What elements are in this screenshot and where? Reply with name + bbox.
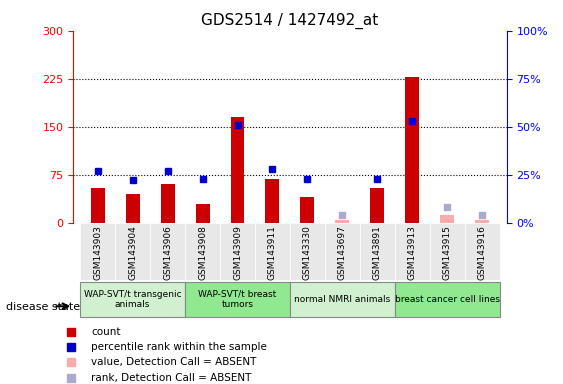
Text: value, Detection Call = ABSENT: value, Detection Call = ABSENT <box>91 358 256 367</box>
Bar <box>195 204 209 223</box>
Bar <box>290 282 395 317</box>
Text: GSM143908: GSM143908 <box>198 225 207 280</box>
Bar <box>440 215 454 223</box>
Bar <box>266 179 279 223</box>
Bar <box>325 223 360 280</box>
Bar <box>150 223 185 280</box>
Bar <box>430 223 464 280</box>
Bar <box>126 194 140 223</box>
Bar <box>395 282 500 317</box>
Bar <box>80 223 115 280</box>
Bar <box>405 77 419 223</box>
Bar <box>370 187 385 223</box>
Text: count: count <box>91 327 120 337</box>
Text: breast cancer cell lines: breast cancer cell lines <box>395 295 500 304</box>
Text: rank, Detection Call = ABSENT: rank, Detection Call = ABSENT <box>91 373 251 383</box>
Text: WAP-SVT/t transgenic
animals: WAP-SVT/t transgenic animals <box>84 290 181 309</box>
Text: GSM143891: GSM143891 <box>373 225 382 280</box>
Text: GSM143697: GSM143697 <box>338 225 347 280</box>
Bar <box>475 220 489 223</box>
Text: normal NMRI animals: normal NMRI animals <box>294 295 391 304</box>
Text: GSM143913: GSM143913 <box>408 225 417 280</box>
Text: GSM143911: GSM143911 <box>268 225 277 280</box>
Bar <box>185 223 220 280</box>
Text: GSM143906: GSM143906 <box>163 225 172 280</box>
Text: percentile rank within the sample: percentile rank within the sample <box>91 342 267 352</box>
Bar <box>360 223 395 280</box>
Bar <box>255 223 290 280</box>
Text: GSM143909: GSM143909 <box>233 225 242 280</box>
Bar <box>115 223 150 280</box>
Bar <box>185 282 290 317</box>
Bar <box>301 197 314 223</box>
Text: GSM143903: GSM143903 <box>93 225 102 280</box>
Text: GSM143330: GSM143330 <box>303 225 312 280</box>
Bar <box>290 223 325 280</box>
Bar <box>336 220 350 223</box>
Bar <box>220 223 255 280</box>
Text: GSM143915: GSM143915 <box>443 225 452 280</box>
Bar <box>160 184 175 223</box>
Title: GDS2514 / 1427492_at: GDS2514 / 1427492_at <box>202 13 378 29</box>
Bar <box>395 223 430 280</box>
Text: WAP-SVT/t breast
tumors: WAP-SVT/t breast tumors <box>198 290 276 309</box>
Bar <box>464 223 500 280</box>
Text: GSM143904: GSM143904 <box>128 225 137 280</box>
Bar <box>440 216 454 223</box>
Bar <box>80 282 185 317</box>
Bar <box>230 117 244 223</box>
Bar <box>91 187 105 223</box>
Text: disease state: disease state <box>6 302 80 312</box>
Text: GSM143916: GSM143916 <box>478 225 487 280</box>
